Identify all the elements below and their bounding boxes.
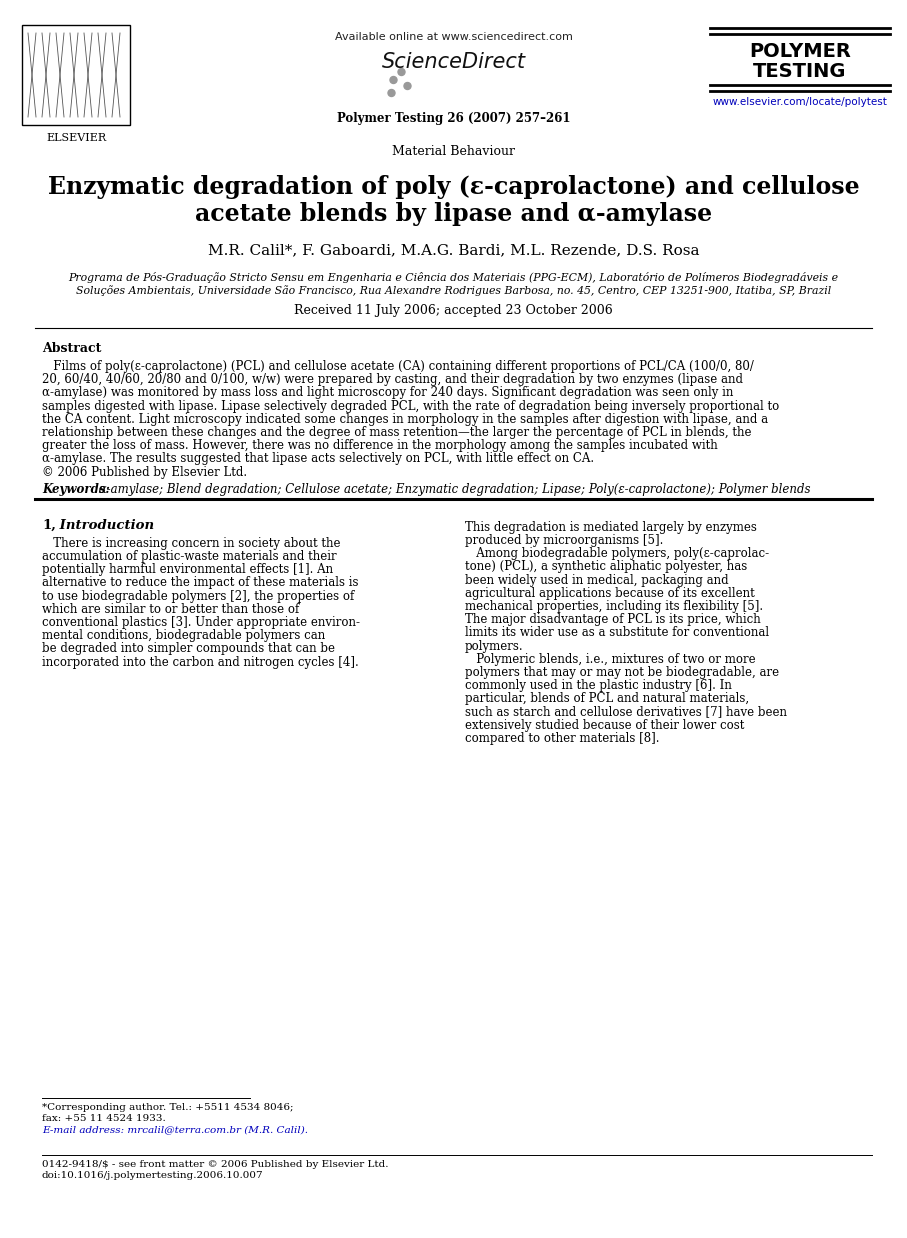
Text: tone) (PCL), a synthetic aliphatic polyester, has: tone) (PCL), a synthetic aliphatic polye…	[465, 561, 747, 573]
Text: TESTING: TESTING	[753, 62, 847, 80]
Text: commonly used in the plastic industry [6]. In: commonly used in the plastic industry [6…	[465, 680, 732, 692]
Text: acetate blends by lipase and α-amylase: acetate blends by lipase and α-amylase	[195, 202, 712, 227]
Bar	[22, 25, 130, 125]
Text: Polymeric blends, i.e., mixtures of two or more: Polymeric blends, i.e., mixtures of two …	[465, 652, 756, 666]
Circle shape	[388, 89, 395, 97]
Text: the CA content. Light microscopy indicated some changes in morphology in the sam: the CA content. Light microscopy indicat…	[42, 412, 768, 426]
Text: produced by microorganisms [5].: produced by microorganisms [5].	[465, 534, 663, 547]
Text: alternative to reduce the impact of these materials is: alternative to reduce the impact of thes…	[42, 577, 358, 589]
Circle shape	[404, 83, 411, 89]
Text: which are similar to or better than those of: which are similar to or better than thos…	[42, 603, 299, 615]
Text: Keywords:: Keywords:	[42, 483, 110, 495]
Text: ScienceDirect: ScienceDirect	[382, 52, 525, 72]
Text: compared to other materials [8].: compared to other materials [8].	[465, 732, 659, 745]
Text: samples digested with lipase. Lipase selectively degraded PCL, with the rate of : samples digested with lipase. Lipase sel…	[42, 400, 779, 412]
Text: polymers that may or may not be biodegradable, are: polymers that may or may not be biodegra…	[465, 666, 779, 678]
Text: The major disadvantage of PCL is its price, which: The major disadvantage of PCL is its pri…	[465, 613, 761, 626]
Text: Polymer Testing 26 (2007) 257–261: Polymer Testing 26 (2007) 257–261	[336, 111, 571, 125]
Text: Soluções Ambientais, Universidade São Francisco, Rua Alexandre Rodrigues Barbosa: Soluções Ambientais, Universidade São Fr…	[76, 285, 831, 296]
Text: mechanical properties, including its flexibility [5].: mechanical properties, including its fle…	[465, 600, 763, 613]
Text: Enzymatic degradation of poly (ε-caprolactone) and cellulose: Enzymatic degradation of poly (ε-caprola…	[48, 175, 859, 199]
Text: doi:10.1016/j.polymertesting.2006.10.007: doi:10.1016/j.polymertesting.2006.10.007	[42, 1171, 264, 1180]
Text: Introduction: Introduction	[55, 519, 154, 532]
Text: Among biodegradable polymers, poly(ε-caprolac-: Among biodegradable polymers, poly(ε-cap…	[465, 547, 769, 561]
Text: This degradation is mediated largely by enzymes: This degradation is mediated largely by …	[465, 521, 756, 534]
Text: extensively studied because of their lower cost: extensively studied because of their low…	[465, 719, 745, 732]
Text: E-mail address: mrcalil@terra.com.br (M.R. Calil).: E-mail address: mrcalil@terra.com.br (M.…	[42, 1125, 308, 1134]
Text: © 2006 Published by Elsevier Ltd.: © 2006 Published by Elsevier Ltd.	[42, 465, 247, 479]
Text: mental conditions, biodegradable polymers can: mental conditions, biodegradable polymer…	[42, 629, 326, 643]
Text: α-amylase. The results suggested that lipase acts selectively on PCL, with littl: α-amylase. The results suggested that li…	[42, 452, 594, 465]
Text: POLYMER: POLYMER	[749, 42, 851, 61]
Text: fax: +55 11 4524 1933.: fax: +55 11 4524 1933.	[42, 1114, 166, 1123]
Text: α-amylase; Blend degradation; Cellulose acetate; Enzymatic degradation; Lipase; : α-amylase; Blend degradation; Cellulose …	[95, 483, 811, 495]
Text: accumulation of plastic-waste materials and their: accumulation of plastic-waste materials …	[42, 550, 336, 563]
Text: agricultural applications because of its excellent: agricultural applications because of its…	[465, 587, 755, 599]
Text: Material Behaviour: Material Behaviour	[392, 145, 515, 158]
Text: polymers.: polymers.	[465, 640, 523, 652]
Text: to use biodegradable polymers [2], the properties of: to use biodegradable polymers [2], the p…	[42, 589, 355, 603]
Text: α-amylase) was monitored by mass loss and light microscopy for 240 days. Signifi: α-amylase) was monitored by mass loss an…	[42, 386, 734, 400]
Text: ELSEVIER: ELSEVIER	[46, 132, 106, 144]
Text: *Corresponding author. Tel.: +5511 4534 8046;: *Corresponding author. Tel.: +5511 4534 …	[42, 1103, 294, 1112]
Text: relationship between these changes and the degree of mass retention—the larger t: relationship between these changes and t…	[42, 426, 752, 439]
Circle shape	[398, 68, 405, 76]
Text: be degraded into simpler compounds that can be: be degraded into simpler compounds that …	[42, 643, 335, 655]
Text: incorporated into the carbon and nitrogen cycles [4].: incorporated into the carbon and nitroge…	[42, 656, 359, 669]
Text: Films of poly(ε-caprolactone) (PCL) and cellulose acetate (CA) containing differ: Films of poly(ε-caprolactone) (PCL) and …	[42, 360, 754, 373]
Text: potentially harmful environmental effects [1]. An: potentially harmful environmental effect…	[42, 563, 333, 576]
Text: greater the loss of mass. However, there was no difference in the morphology amo: greater the loss of mass. However, there…	[42, 439, 717, 452]
Text: Available online at www.sciencedirect.com: Available online at www.sciencedirect.co…	[335, 32, 572, 42]
Text: There is increasing concern in society about the: There is increasing concern in society a…	[42, 537, 340, 550]
Text: 20, 60/40, 40/60, 20/80 and 0/100, w/w) were prepared by casting, and their degr: 20, 60/40, 40/60, 20/80 and 0/100, w/w) …	[42, 373, 743, 386]
Text: Abstract: Abstract	[42, 342, 102, 355]
Text: M.R. Calil*, F. Gaboardi, M.A.G. Bardi, M.L. Rezende, D.S. Rosa: M.R. Calil*, F. Gaboardi, M.A.G. Bardi, …	[208, 243, 699, 258]
Text: limits its wider use as a substitute for conventional: limits its wider use as a substitute for…	[465, 626, 769, 639]
Text: such as starch and cellulose derivatives [7] have been: such as starch and cellulose derivatives…	[465, 706, 787, 718]
Text: conventional plastics [3]. Under appropriate environ-: conventional plastics [3]. Under appropr…	[42, 617, 360, 629]
Text: 0142-9418/$ - see front matter © 2006 Published by Elsevier Ltd.: 0142-9418/$ - see front matter © 2006 Pu…	[42, 1160, 388, 1169]
Text: been widely used in medical, packaging and: been widely used in medical, packaging a…	[465, 573, 728, 587]
Text: particular, blends of PCL and natural materials,: particular, blends of PCL and natural ma…	[465, 692, 749, 706]
Circle shape	[390, 77, 397, 83]
Text: Programa de Pós-Graduação Stricto Sensu em Engenharia e Ciência dos Materiais (P: Programa de Pós-Graduação Stricto Sensu …	[69, 272, 838, 284]
Text: Received 11 July 2006; accepted 23 October 2006: Received 11 July 2006; accepted 23 Octob…	[294, 305, 613, 317]
Text: 1,: 1,	[42, 519, 56, 532]
Text: www.elsevier.com/locate/polytest: www.elsevier.com/locate/polytest	[713, 97, 887, 106]
